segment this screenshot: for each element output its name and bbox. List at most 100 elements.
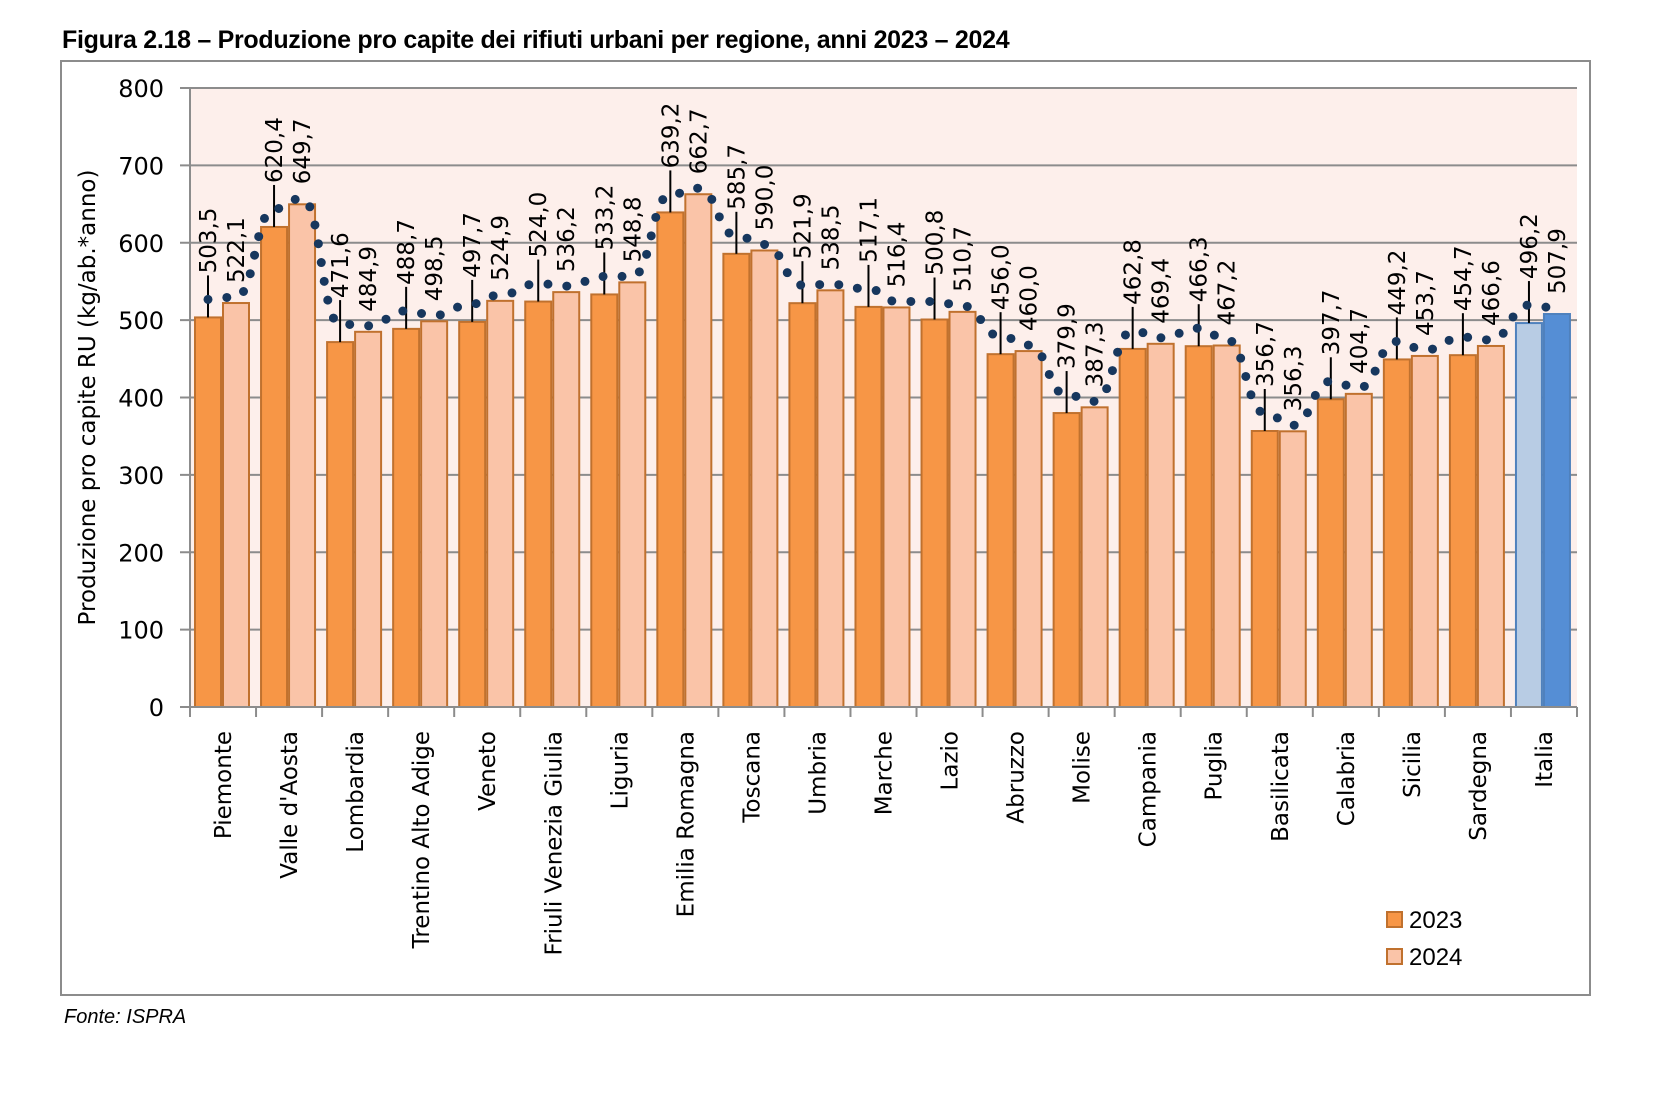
x-tick-label: Italia: [1532, 731, 1558, 788]
bar-2023: [854, 305, 883, 708]
y-tick-label: 200: [118, 539, 164, 567]
data-label-2024: 453,7: [1413, 270, 1439, 336]
bar-2023: [590, 293, 619, 708]
x-tick-label: Piemonte: [211, 731, 237, 839]
legend-swatch-2023: [1386, 911, 1403, 928]
bar-2023: [392, 327, 421, 708]
data-label-2023: 488,7: [394, 219, 420, 285]
data-label-2024: 538,5: [818, 204, 844, 270]
x-tick-label: Trentino Alto Adige: [409, 731, 435, 949]
bar-2023: [458, 320, 487, 708]
data-label-2023: 503,5: [196, 208, 222, 274]
bar-2024: [1410, 354, 1439, 708]
x-tick-label: Veneto: [475, 731, 501, 811]
x-tick-label: Liguria: [607, 731, 633, 809]
bar-2023: [1250, 430, 1279, 708]
bar-2024: [486, 299, 515, 708]
data-label-2024: 524,9: [488, 215, 514, 281]
bar-2023: [1052, 412, 1081, 708]
data-label-2023: 585,7: [724, 144, 750, 210]
bar-2024: [552, 291, 581, 708]
bar-2023: [1448, 354, 1477, 708]
x-tick-label: Valle d'Aosta: [277, 731, 303, 879]
data-label-2023: 497,7: [460, 212, 486, 278]
bar-2023: [1382, 358, 1411, 708]
y-tick-label: 500: [118, 307, 164, 335]
data-label-2023: 456,0: [989, 244, 1015, 310]
y-axis-title: Produzione pro capite RU (kg/ab.*anno): [75, 170, 101, 626]
data-label-2023: 524,0: [526, 192, 552, 258]
data-label-2024: 510,7: [951, 226, 977, 292]
data-label-2024: 662,7: [686, 108, 712, 174]
bar-2024: [948, 310, 977, 708]
data-label-2024: 356,3: [1281, 345, 1307, 411]
x-tick-label: Abruzzo: [1004, 731, 1030, 824]
data-label-2024: 590,0: [752, 165, 778, 231]
bar-2023: [722, 252, 751, 708]
bar-2024: [354, 330, 383, 708]
data-label-2024: 548,8: [620, 197, 646, 263]
data-label-2023: 466,3: [1187, 236, 1213, 302]
data-label-2023: 471,6: [328, 232, 354, 298]
x-tick-label: Umbria: [805, 731, 831, 815]
x-tick-label: Calabria: [1334, 731, 1360, 826]
x-tick-label: Sardegna: [1466, 731, 1492, 841]
data-label-2024: 498,5: [422, 235, 448, 301]
bar-2024: [1542, 313, 1571, 708]
data-label-2023: 496,2: [1517, 213, 1543, 279]
bar-2024: [1278, 430, 1307, 708]
bar-2023: [986, 353, 1015, 708]
x-tick-label: Emilia Romagna: [673, 731, 699, 917]
data-label-2023: 620,4: [262, 117, 288, 183]
bar-2023: [524, 300, 553, 708]
data-label-2023: 397,7: [1319, 289, 1345, 355]
bar-2024: [420, 320, 449, 708]
data-label-2023: 454,7: [1451, 245, 1477, 311]
data-label-2023: 517,1: [856, 197, 882, 263]
data-label-2024: 522,1: [224, 217, 250, 283]
data-label-2024: 387,3: [1083, 321, 1109, 387]
bar-2024: [618, 281, 647, 708]
legend-label-2023: 2023: [1409, 907, 1462, 934]
legend-swatch-2024: [1386, 948, 1403, 965]
data-label-2023: 379,9: [1055, 303, 1081, 369]
x-tick-label: Marche: [872, 731, 898, 815]
x-tick-label: Campania: [1136, 731, 1162, 847]
data-label-2023: 356,7: [1253, 321, 1279, 387]
bar-2024: [1014, 350, 1043, 708]
bar-2024: [1344, 392, 1373, 708]
bar-2024: [1212, 344, 1241, 708]
data-label-2024: 536,2: [554, 206, 580, 272]
x-tick-label: Lazio: [938, 731, 964, 790]
bar-2023: [260, 225, 289, 708]
data-label-2024: 466,6: [1479, 260, 1505, 326]
data-label-2023: 533,2: [592, 185, 618, 251]
y-tick-label: 0: [149, 694, 164, 722]
y-tick-label: 400: [118, 385, 164, 413]
bar-2024: [750, 249, 779, 709]
bar-2023: [1118, 347, 1147, 708]
data-label-2024: 404,7: [1347, 308, 1373, 374]
chart-title: Figura 2.18 – Produzione pro capite dei …: [62, 26, 1010, 54]
bar-2023: [788, 302, 817, 708]
bar-2023: [194, 316, 222, 708]
source-note: Fonte: ISPRA: [64, 1006, 187, 1028]
legend-label-2024: 2024: [1409, 944, 1462, 971]
data-label-2023: 521,9: [790, 193, 816, 259]
bar-2023: [326, 341, 355, 708]
x-tick-label: Basilicata: [1268, 731, 1294, 842]
x-tick-label: Toscana: [739, 731, 765, 824]
y-tick-label: 100: [118, 617, 164, 645]
data-label-2023: 449,2: [1385, 250, 1411, 316]
data-label-2024: 516,4: [884, 222, 910, 288]
x-tick-label: Friuli Venezia Giulia: [541, 731, 567, 955]
bar-2023: [1514, 322, 1543, 708]
bar-2024: [1476, 344, 1505, 708]
bar-2023: [1316, 398, 1345, 708]
trend-line: [203, 183, 1562, 430]
bar-2024: [288, 203, 317, 709]
y-tick-label: 300: [118, 462, 164, 490]
data-label-2024: 507,9: [1545, 228, 1571, 294]
data-label-2024: 484,9: [356, 246, 382, 312]
